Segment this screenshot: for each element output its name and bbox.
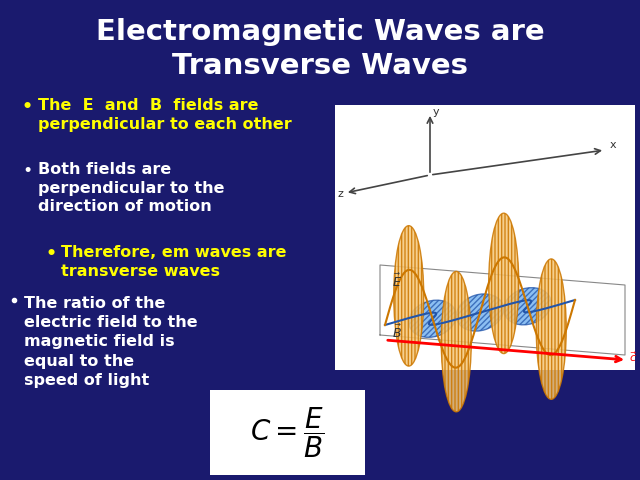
Text: $\vec{E}$: $\vec{E}$ (392, 273, 403, 290)
Text: Electromagnetic Waves are: Electromagnetic Waves are (96, 18, 544, 46)
Text: Both fields are
perpendicular to the
direction of motion: Both fields are perpendicular to the dir… (38, 162, 225, 214)
Text: The ratio of the
electric field to the
magnetic field is
equal to the
speed of l: The ratio of the electric field to the m… (24, 296, 198, 388)
Ellipse shape (441, 271, 471, 412)
Text: Therefore, em waves are
transverse waves: Therefore, em waves are transverse waves (61, 245, 287, 278)
Ellipse shape (456, 294, 504, 331)
Text: •: • (22, 98, 33, 116)
Text: $\vec{B}$: $\vec{B}$ (392, 324, 403, 341)
Ellipse shape (504, 288, 551, 325)
Ellipse shape (489, 213, 519, 354)
Text: Transverse Waves: Transverse Waves (172, 52, 468, 80)
Text: $\vec{c}$: $\vec{c}$ (629, 350, 637, 364)
Text: •: • (45, 245, 56, 263)
Text: y: y (433, 107, 440, 117)
Text: •: • (22, 162, 32, 180)
Ellipse shape (394, 226, 424, 366)
Text: z: z (338, 189, 344, 199)
FancyBboxPatch shape (335, 105, 635, 370)
Ellipse shape (536, 259, 566, 399)
Text: The  E  and  B  fields are
perpendicular to each other: The E and B fields are perpendicular to … (38, 98, 292, 132)
Text: x: x (610, 140, 616, 150)
Ellipse shape (409, 300, 456, 337)
FancyBboxPatch shape (210, 390, 365, 475)
Text: $\mathit{C} = \dfrac{E}{B}$: $\mathit{C} = \dfrac{E}{B}$ (250, 405, 324, 460)
